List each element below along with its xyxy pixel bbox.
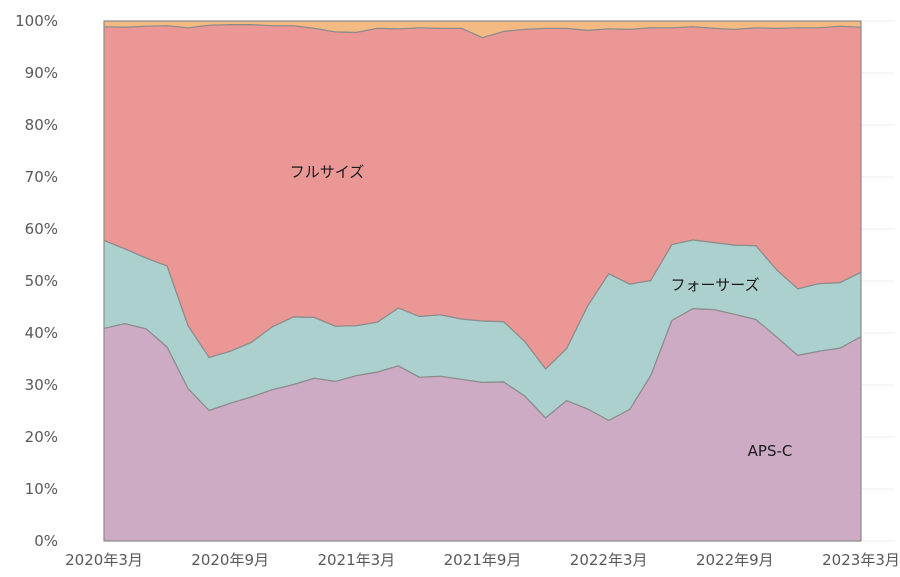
x-axis-ticks: 2020年3月 2020年9月 2021年3月 2021年9月 2022年3月 2022年… xyxy=(65,551,900,569)
area-series xyxy=(103,20,862,542)
x-tick-label: 2022年9月 xyxy=(696,551,774,569)
y-tick-label: 30% xyxy=(25,376,58,394)
x-tick-label: 2021年9月 xyxy=(444,551,522,569)
y-tick-label: 50% xyxy=(25,272,58,290)
x-tick-label: 2021年3月 xyxy=(317,551,395,569)
x-tick-label: 2020年3月 xyxy=(65,551,143,569)
area-other xyxy=(103,20,862,39)
x-tick-label: 2020年9月 xyxy=(191,551,269,569)
y-tick-label: 40% xyxy=(25,324,58,342)
series-label-full-size: フルサイズ xyxy=(290,163,365,181)
y-tick-label: 20% xyxy=(25,428,58,446)
y-tick-label: 60% xyxy=(25,220,58,238)
x-tick-label: 2023年3月 xyxy=(822,551,900,569)
series-label-aps-c: APS-C xyxy=(748,442,793,460)
y-tick-label: 100% xyxy=(15,12,58,30)
x-tick-label: 2022年3月 xyxy=(570,551,648,569)
y-tick-label: 70% xyxy=(25,168,58,186)
y-tick-label: 0% xyxy=(34,532,58,550)
series-label-four-thirds: フォーサーズ xyxy=(671,276,760,294)
y-tick-label: 80% xyxy=(25,116,58,134)
y-axis-ticks: 0% 10% 20% 30% 40% 50% 60% 70% 80% 90% 100% xyxy=(15,12,58,550)
series-labels: フルサイズ フォーサーズ APS-C xyxy=(290,163,793,460)
y-tick-label: 10% xyxy=(25,480,58,498)
y-tick-label: 90% xyxy=(25,64,58,82)
